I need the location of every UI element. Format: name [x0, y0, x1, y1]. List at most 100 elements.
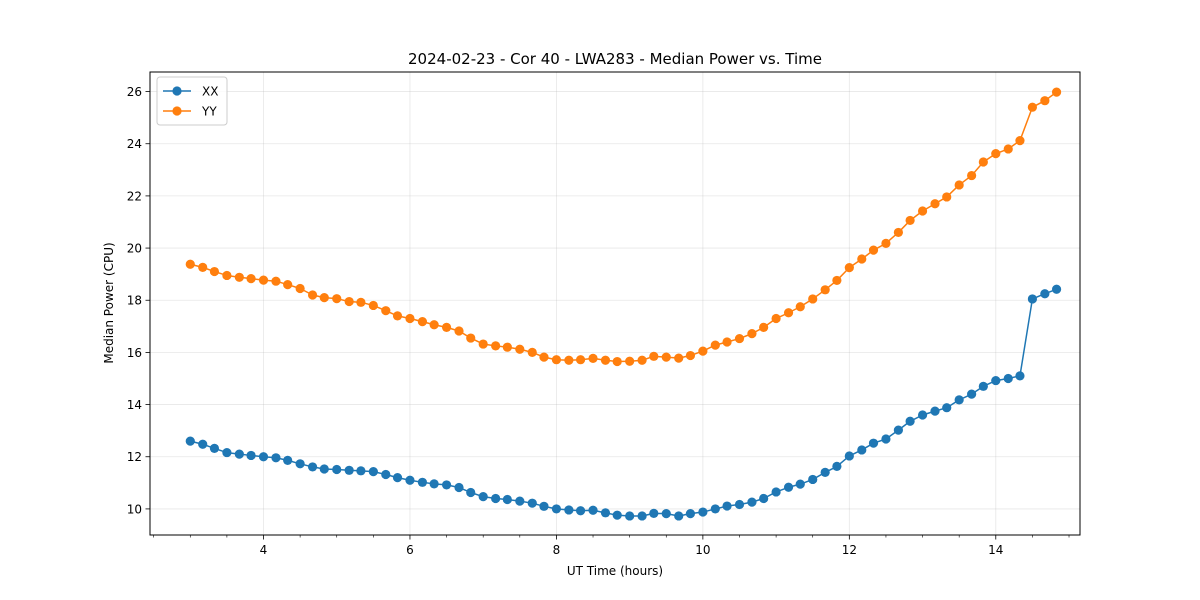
data-point-yy: [368, 300, 378, 311]
data-point-xx: [978, 381, 988, 391]
data-point-yy: [820, 285, 830, 295]
y-tick-label: 20: [127, 242, 142, 256]
data-point-yy: [381, 306, 391, 316]
data-point-yy: [515, 344, 525, 354]
series-xx: [185, 284, 1062, 521]
data-point-yy: [698, 346, 708, 356]
data-point-xx: [319, 464, 329, 474]
data-point-yy: [881, 238, 891, 248]
data-point-yy: [429, 320, 439, 330]
data-point-xx: [954, 395, 964, 405]
legend-marker: [172, 86, 182, 96]
data-point-xx: [808, 474, 818, 485]
data-point-xx: [295, 459, 305, 469]
data-point-xx: [844, 451, 854, 461]
data-point-xx: [795, 479, 805, 489]
data-point-yy: [1015, 136, 1025, 146]
data-point-xx: [612, 510, 622, 520]
data-point-yy: [930, 199, 940, 209]
data-point-yy: [978, 157, 988, 167]
series-yy: [185, 87, 1062, 367]
data-point-yy: [283, 279, 293, 290]
data-point-xx: [209, 443, 220, 453]
data-point-yy: [747, 329, 757, 339]
axis-ticks: 4 6 8 10 12 14 10 12 14 16 18 20 22 24 26: [127, 85, 1070, 557]
data-point-yy: [734, 333, 745, 344]
chart-title: 2024-02-23 - Cor 40 - LWA283 - Median Po…: [408, 50, 822, 68]
data-point-yy: [1003, 144, 1013, 154]
data-point-yy: [991, 149, 1001, 159]
data-point-xx: [198, 439, 208, 449]
data-point-yy: [295, 283, 305, 294]
data-point-xx: [783, 482, 794, 492]
data-point-yy: [649, 351, 659, 361]
data-point-yy: [539, 352, 549, 362]
data-point-yy: [942, 192, 952, 202]
data-point-yy: [917, 206, 928, 216]
data-point-yy: [967, 170, 977, 181]
data-point-yy: [185, 259, 195, 269]
data-point-yy: [527, 347, 537, 358]
data-point-xx: [917, 410, 928, 420]
data-point-yy: [454, 326, 464, 336]
data-point-xx: [258, 452, 269, 462]
data-point-yy: [857, 254, 867, 264]
data-point-xx: [967, 389, 977, 399]
data-point-yy: [575, 355, 586, 365]
data-point-yy: [795, 302, 805, 312]
data-point-yy: [954, 180, 964, 190]
y-tick-label: 26: [127, 85, 142, 99]
data-point-yy: [600, 355, 611, 365]
y-tick-label: 18: [127, 294, 142, 308]
data-point-xx: [332, 464, 342, 475]
data-point-xx: [381, 469, 391, 480]
data-point-xx: [649, 508, 659, 518]
data-point-yy: [868, 245, 879, 255]
data-point-xx: [417, 477, 428, 487]
data-point-yy: [832, 275, 842, 286]
y-tick-label: 22: [127, 189, 142, 203]
legend-marker: [172, 106, 182, 116]
data-point-yy: [759, 322, 769, 332]
data-point-xx: [1015, 371, 1025, 381]
legend: XX YY: [156, 76, 228, 126]
data-point-xx: [222, 447, 232, 458]
y-tick-label: 24: [127, 137, 142, 151]
data-point-xx: [759, 493, 769, 504]
data-point-yy: [1051, 87, 1062, 97]
data-point-xx: [820, 467, 830, 477]
data-point-xx: [625, 511, 635, 521]
data-point-yy: [844, 263, 854, 273]
legend-label: XX: [202, 85, 218, 99]
data-point-xx: [575, 506, 586, 516]
data-point-yy: [441, 322, 452, 332]
data-point-xx: [564, 505, 574, 515]
data-point-xx: [857, 445, 867, 455]
data-point-yy: [491, 341, 501, 351]
y-axis-title: Median Power (CPU): [102, 242, 116, 363]
data-point-xx: [1027, 294, 1037, 304]
data-point-xx: [698, 507, 708, 517]
data-point-yy: [722, 337, 732, 347]
data-point-yy: [466, 333, 476, 343]
data-point-xx: [868, 438, 879, 448]
data-point-xx: [747, 497, 757, 507]
data-point-xx: [271, 453, 281, 463]
data-point-xx: [881, 434, 891, 444]
legend-entry-yy: YY: [163, 105, 217, 119]
data-point-xx: [356, 466, 366, 476]
x-tick-label: 6: [406, 543, 414, 557]
data-point-yy: [612, 356, 622, 367]
data-point-yy: [246, 273, 256, 284]
data-point-yy: [307, 290, 318, 300]
data-point-xx: [771, 487, 781, 497]
data-point-xx: [405, 475, 415, 485]
x-tick-label: 14: [988, 543, 1003, 557]
data-point-yy: [198, 262, 208, 272]
data-point-xx: [527, 498, 537, 508]
data-point-xx: [515, 496, 525, 506]
data-point-xx: [942, 403, 952, 413]
data-point-yy: [674, 353, 684, 363]
data-point-yy: [771, 313, 781, 324]
data-point-xx: [502, 494, 512, 505]
